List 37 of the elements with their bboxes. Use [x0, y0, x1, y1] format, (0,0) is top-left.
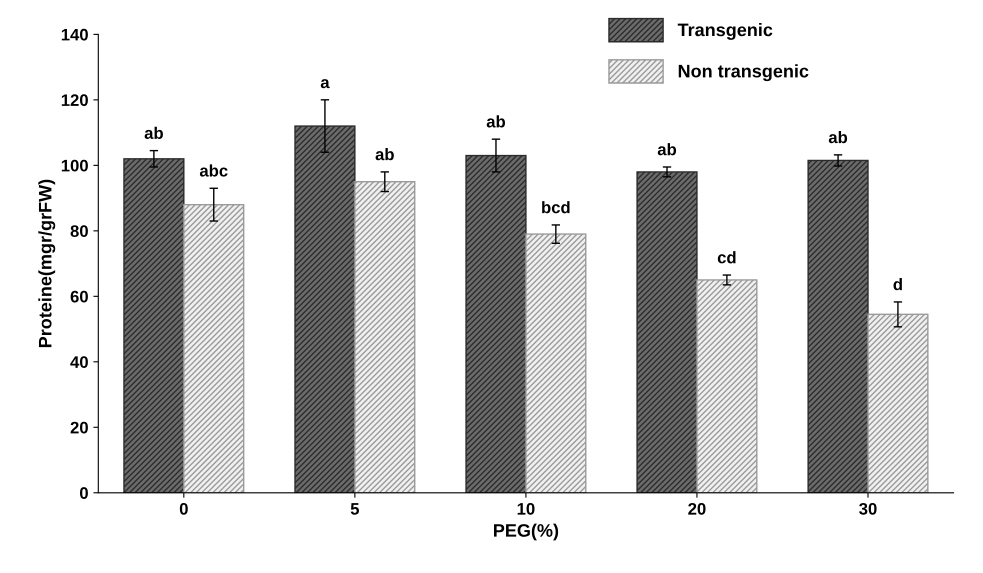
bar — [807, 160, 869, 493]
x-tick-label: 20 — [688, 502, 706, 515]
annotation: ab — [144, 126, 163, 139]
annotation: abc — [200, 164, 228, 177]
annotation: ab — [828, 131, 848, 144]
legend-label: Transgenic — [678, 22, 772, 40]
y-tick-label: 40 — [70, 356, 88, 368]
y-tick-label: 0 — [80, 487, 88, 499]
bar — [465, 154, 527, 493]
y-tick-label: 20 — [70, 422, 88, 434]
y-tick-label: 60 — [70, 290, 88, 303]
annotation: bcd — [542, 201, 570, 214]
annotation: ab — [486, 115, 506, 128]
x-tick-label: 10 — [518, 502, 534, 515]
y-tick-label: 80 — [70, 225, 88, 238]
bar — [294, 125, 356, 493]
x-tick-label: 30 — [859, 502, 877, 515]
x-tick-label: 5 — [350, 503, 360, 515]
bar — [525, 233, 586, 493]
bar — [183, 204, 244, 493]
x-axis-title: PEG(%) — [494, 524, 558, 540]
annotation: a — [320, 79, 330, 88]
bar — [696, 279, 758, 493]
annotation: cd — [718, 251, 736, 264]
bar — [123, 158, 185, 493]
bar — [354, 181, 416, 493]
annotation: ab — [376, 148, 394, 160]
y-tick-label: 140 — [62, 28, 88, 41]
y-tick-label: 100 — [62, 160, 88, 172]
x-tick-label: 0 — [180, 502, 188, 515]
y-axis-title: Proteine(mgr/grFW) — [38, 180, 56, 348]
y-tick-label: 120 — [62, 94, 88, 106]
annotation: ab — [658, 143, 676, 156]
annotation: d — [894, 278, 902, 290]
bar — [867, 314, 929, 493]
legend-label: Non transgenic — [678, 64, 808, 82]
bar — [636, 171, 698, 493]
